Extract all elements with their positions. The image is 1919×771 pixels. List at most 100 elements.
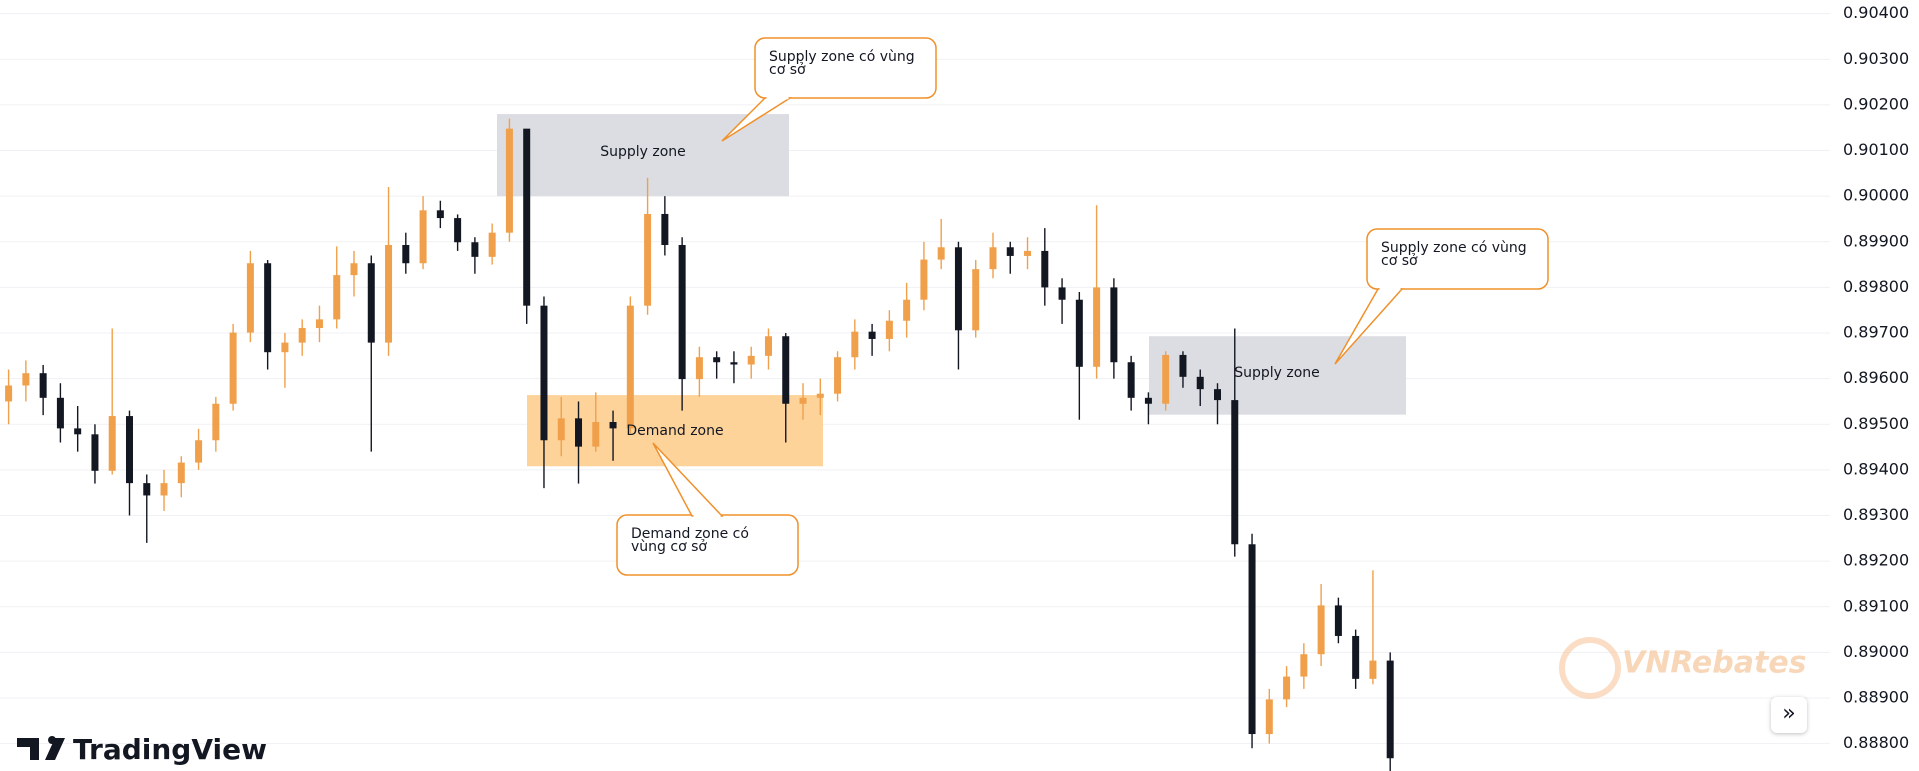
candle-body xyxy=(764,336,772,356)
candle-body xyxy=(713,357,721,363)
candle-body xyxy=(972,269,980,331)
candle-body xyxy=(1179,354,1187,377)
candle-body xyxy=(540,305,548,441)
y-tick-label: 0.90100 xyxy=(1843,140,1909,159)
candle-body xyxy=(678,244,686,380)
candle-body xyxy=(885,320,893,339)
candle-body xyxy=(799,397,807,404)
callout-text: Supply zone có vùng cơ sở xyxy=(1381,240,1527,269)
callout-text: Demand zone có vùng cơ sở xyxy=(631,526,749,555)
candle-body xyxy=(454,218,462,243)
candle-body xyxy=(557,418,565,441)
candle-body xyxy=(937,247,945,260)
candle-body xyxy=(160,483,168,496)
candle-body xyxy=(920,259,928,300)
candle-body xyxy=(1248,544,1256,735)
candle-body xyxy=(195,440,203,463)
candle-body xyxy=(1041,250,1049,288)
y-tick-label: 0.89900 xyxy=(1843,231,1909,250)
candle-body xyxy=(1110,287,1118,363)
candle-body xyxy=(1265,699,1273,735)
callout-text: Supply zone có vùng cơ sở xyxy=(769,49,915,78)
y-tick-label: 0.89300 xyxy=(1843,505,1909,524)
candle-body xyxy=(782,336,790,404)
candle-body xyxy=(246,263,254,333)
candle-body xyxy=(350,263,358,276)
candle-body xyxy=(1006,247,1014,256)
y-tick-label: 0.89100 xyxy=(1843,596,1909,615)
candle-body xyxy=(1162,354,1170,404)
watermark: VNRebates xyxy=(1622,646,1807,681)
candle-body xyxy=(436,210,444,219)
candle-body xyxy=(695,357,703,380)
candle-body xyxy=(402,244,410,264)
y-tick-label: 0.90200 xyxy=(1843,94,1909,113)
candle-body xyxy=(39,373,47,398)
y-tick-label: 0.88900 xyxy=(1843,688,1909,707)
candle-body xyxy=(229,332,237,404)
candle-body xyxy=(1317,605,1325,655)
candle-body xyxy=(1231,400,1239,545)
candle-body xyxy=(626,305,634,429)
y-tick-label: 0.89800 xyxy=(1843,277,1909,296)
candle-body xyxy=(644,213,652,306)
candle-body xyxy=(315,319,323,329)
candle-body xyxy=(108,416,116,471)
logo-text: TradingView xyxy=(73,733,267,766)
candle-body xyxy=(333,275,341,320)
y-tick-label: 0.89200 xyxy=(1843,551,1909,570)
candle-body xyxy=(1300,654,1308,677)
logo-icon xyxy=(17,736,65,760)
candle-body xyxy=(298,328,306,343)
y-tick-label: 0.88800 xyxy=(1843,733,1909,752)
candle-body xyxy=(74,428,82,435)
callout-box xyxy=(1366,228,1549,290)
candle-body xyxy=(747,355,755,365)
candle-body xyxy=(385,244,393,343)
candle-body xyxy=(1334,605,1342,636)
y-tick-label: 0.90300 xyxy=(1843,49,1909,68)
candle-body xyxy=(1075,299,1083,367)
candle-body xyxy=(954,247,962,331)
candle-body xyxy=(903,299,911,321)
candle-body xyxy=(661,213,669,245)
candle-body xyxy=(1144,397,1152,404)
candle-body xyxy=(989,247,997,270)
candle-body xyxy=(1093,287,1101,367)
candle-body xyxy=(1386,660,1394,759)
candle-body xyxy=(143,483,151,496)
y-tick-label: 0.89600 xyxy=(1843,368,1909,387)
candle-body xyxy=(523,128,531,306)
candle-body xyxy=(1214,389,1221,401)
zone-label: Supply zone xyxy=(1234,365,1320,381)
candle-body xyxy=(868,331,876,339)
candle-body xyxy=(1283,676,1291,700)
scroll-button[interactable]: » xyxy=(1771,697,1807,733)
candle-body xyxy=(419,210,427,264)
y-tick-label: 0.89000 xyxy=(1843,642,1909,661)
y-tick-label: 0.89400 xyxy=(1843,459,1909,478)
candle-body xyxy=(5,385,13,402)
candle-body xyxy=(1369,660,1377,679)
candle-body xyxy=(1058,287,1066,300)
candle-body xyxy=(1127,362,1135,398)
zone-label: Supply zone xyxy=(600,144,686,160)
candle-body xyxy=(367,263,375,343)
y-tick-label: 0.89500 xyxy=(1843,414,1909,433)
candle-body xyxy=(264,263,272,353)
candle-body xyxy=(22,373,30,386)
candle-body xyxy=(91,434,99,471)
candle-body xyxy=(1196,376,1204,390)
candle-body xyxy=(125,416,133,484)
candle-body xyxy=(592,421,600,447)
watermark-icon xyxy=(1559,637,1621,699)
candle-body xyxy=(834,357,842,394)
candle-body xyxy=(851,331,859,358)
callout-box xyxy=(754,37,937,99)
candle-body xyxy=(281,342,289,353)
candle-body xyxy=(816,393,824,398)
candle-body xyxy=(730,362,738,365)
y-tick-label: 0.89700 xyxy=(1843,323,1909,342)
candle-body xyxy=(177,462,185,484)
